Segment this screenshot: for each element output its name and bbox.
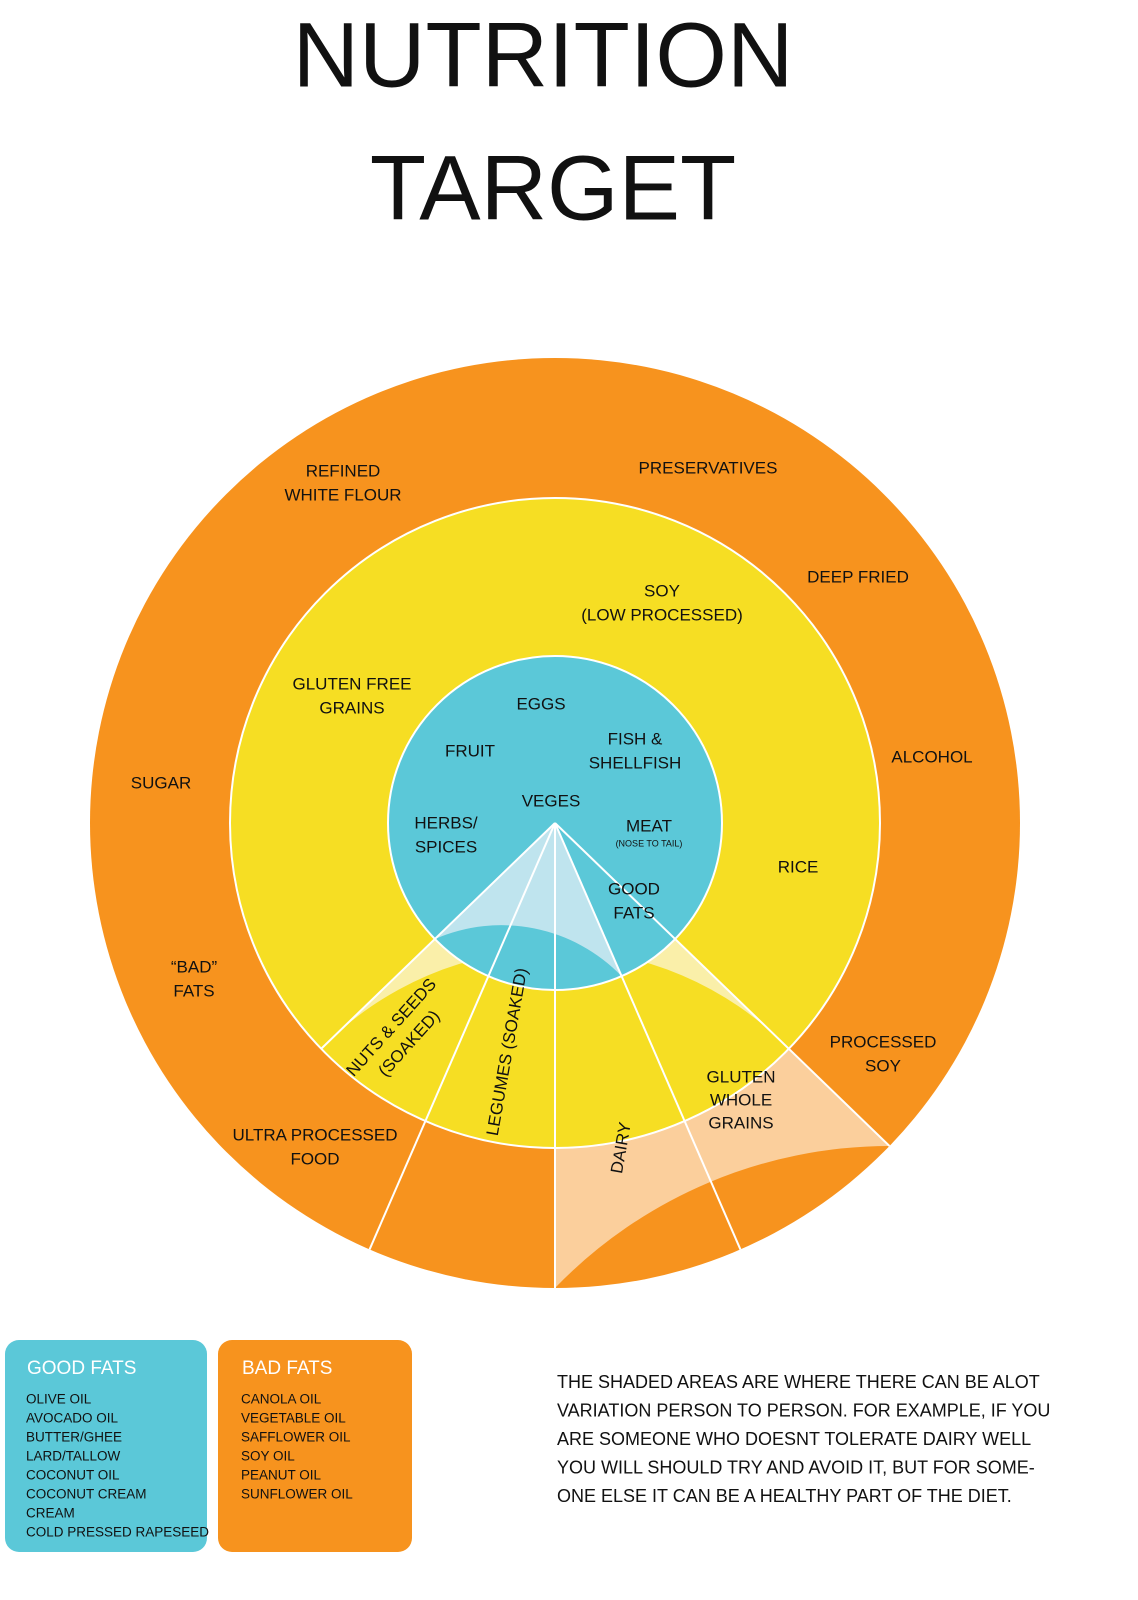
note-line: ONE ELSE IT CAN BE A HEALTHY PART OF THE… (557, 1486, 1012, 1506)
legend-item: SAFFLOWER OIL (241, 1430, 351, 1445)
segment-label: FRUIT (445, 741, 495, 760)
target (90, 358, 1020, 1288)
note-line: THE SHADED AREAS ARE WHERE THERE CAN BE … (557, 1372, 1040, 1392)
legend-title: GOOD FATS (27, 1358, 136, 1379)
legend-item: SOY OIL (241, 1449, 295, 1464)
legend-item: VEGETABLE OIL (241, 1411, 346, 1426)
segment-label: MEAT (626, 816, 672, 835)
legend-item: SUNFLOWER OIL (241, 1487, 353, 1502)
divider (554, 822, 891, 1147)
segment-label: SPICES (415, 837, 477, 856)
segment-label: GRAINS (708, 1113, 773, 1132)
segment-label: (NOSE TO TAIL) (616, 838, 683, 848)
segment-label: SOY (865, 1056, 901, 1075)
segment-label: “BAD” (171, 957, 218, 976)
note-line: VARIATION PERSON TO PERSON. FOR EXAMPLE,… (557, 1400, 1050, 1420)
segment-label: ULTRA PROCESSED (232, 1125, 397, 1144)
legend-item: AVOCADO OIL (26, 1411, 119, 1426)
note-line: ARE SOMEONE WHO DOESNT TOLERATE DAIRY WE… (557, 1429, 1031, 1449)
legend-item: BUTTER/GHEE (26, 1430, 122, 1445)
shaded-center (434, 823, 622, 977)
legend-item: COLD PRESSED RAPESEED (26, 1525, 209, 1540)
divider (368, 822, 556, 1250)
segment-label: FOOD (290, 1149, 339, 1168)
legend-title: BAD FATS (242, 1358, 332, 1379)
segment-label: GLUTEN (707, 1067, 776, 1086)
segment-label: GOOD (608, 879, 660, 898)
legend-item: COCONUT OIL (26, 1468, 120, 1483)
segment-label: SOY (644, 581, 680, 600)
segment-label: ALCOHOL (891, 747, 972, 766)
segment-label: GLUTEN FREE (292, 674, 411, 693)
note-line: YOU WILL SHOULD TRY AND AVOID IT, BUT FO… (557, 1457, 1035, 1477)
legend: GOOD FATS OLIVE OIL AVOCADO OIL BUTTER/GHEE… (26, 1358, 353, 1540)
segment-label: FISH & (608, 729, 663, 748)
note: THE SHADED AREAS ARE WHERE THERE CAN BE … (557, 1372, 1050, 1506)
bad-fats-box (218, 1340, 412, 1552)
segment-label: SUGAR (131, 773, 191, 792)
segment-label: GRAINS (319, 698, 384, 717)
segment-label: (LOW PROCESSED) (581, 605, 743, 624)
segment-label: WHOLE (710, 1090, 772, 1109)
legend-item: LARD/TALLOW (26, 1449, 121, 1464)
legend-item: CREAM (26, 1506, 75, 1521)
legend-item: PEANUT OIL (241, 1468, 322, 1483)
legend-item: CANOLA OIL (241, 1392, 322, 1407)
legend-item: OLIVE OIL (26, 1392, 92, 1407)
segment-label: DEEP FRIED (807, 567, 909, 586)
segment-label: PRESERVATIVES (639, 458, 778, 477)
segment-label: VEGES (522, 791, 581, 810)
title-line: TARGET (370, 137, 736, 239)
good-fats-box (5, 1340, 207, 1552)
segment-label: REFINED (306, 461, 381, 480)
segment-label: EGGS (516, 694, 565, 713)
title-line: NUTRITION (293, 4, 794, 106)
segment-label: SHELLFISH (589, 753, 682, 772)
segment-label: HERBS/ (414, 813, 478, 832)
divider (320, 822, 556, 1050)
legend-item: COCONUT CREAM (26, 1487, 147, 1502)
segment-label: FATS (173, 981, 214, 1000)
segment-label: WHITE FLOUR (284, 485, 401, 504)
divider (554, 822, 742, 1250)
segment-label: RICE (778, 857, 819, 876)
segment-label: PROCESSED (830, 1032, 937, 1051)
segment-label: FATS (613, 903, 654, 922)
